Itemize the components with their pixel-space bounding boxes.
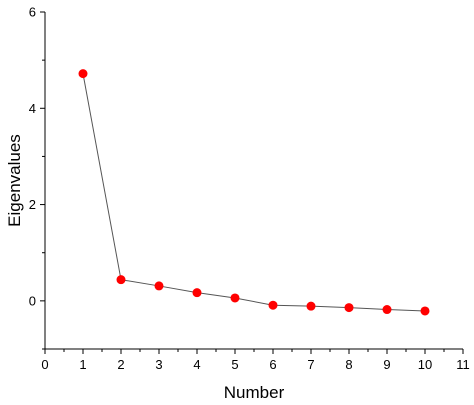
x-axis-title: Number [224, 383, 285, 402]
x-tick-label: 0 [41, 357, 48, 372]
y-tick-label: 2 [29, 197, 36, 212]
x-tick-label: 9 [383, 357, 390, 372]
x-tick-label: 2 [117, 357, 124, 372]
x-tick-label: 5 [231, 357, 238, 372]
axes [44, 12, 463, 350]
data-point [154, 281, 164, 291]
series-line [82, 73, 426, 312]
y-axis-title: Eigenvalues [5, 134, 24, 227]
data-point [344, 303, 354, 313]
x-tick-label: 10 [418, 357, 432, 372]
x-tick-label: 8 [345, 357, 352, 372]
x-tick-label: 1 [79, 357, 86, 372]
x-tick-label: 4 [193, 357, 200, 372]
data-point [78, 69, 88, 79]
data-point [306, 301, 316, 311]
data-point [192, 288, 202, 298]
x-tick-label: 11 [456, 357, 470, 372]
data-point [116, 275, 126, 285]
data-point [420, 306, 430, 316]
x-tick-label: 7 [307, 357, 314, 372]
y-tick-label: 4 [29, 101, 36, 116]
x-tick-label: 3 [155, 357, 162, 372]
ticks: 0 1 2 3 4 5 6 7 8 9 10 11 0 2 4 6 [29, 5, 470, 373]
y-tick-label: 6 [29, 5, 36, 20]
data-point [268, 300, 278, 310]
data-point [230, 293, 240, 303]
x-tick-label: 6 [269, 357, 276, 372]
y-tick-label: 0 [29, 293, 36, 308]
data-point [382, 305, 392, 315]
data-series [78, 69, 430, 316]
